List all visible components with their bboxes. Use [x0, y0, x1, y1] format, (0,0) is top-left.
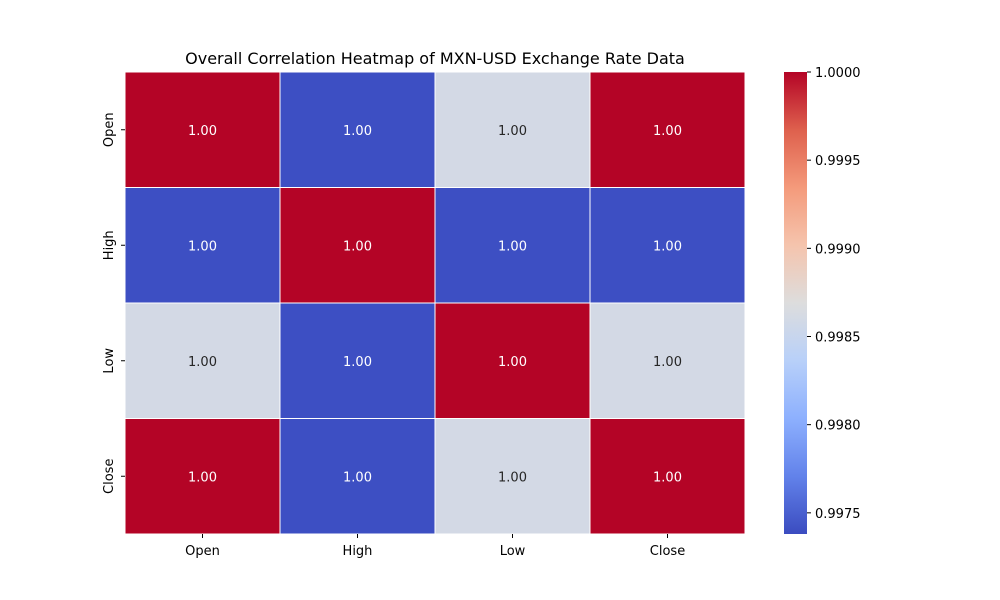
colorbar-tick-label: 0.9990: [815, 242, 861, 257]
heatmap-cell: [124, 418, 281, 535]
cell-value-label: 1.00: [188, 124, 217, 139]
colorbar-tick-label: 0.9985: [815, 331, 861, 346]
cell-value-label: 1.00: [188, 470, 217, 485]
colorbar-tick-label: 0.9975: [815, 507, 861, 522]
x-tick-label: Open: [185, 544, 220, 559]
y-tick-label: Close: [102, 459, 117, 494]
y-axis: Open High Low Close: [102, 112, 125, 494]
cell-value-label: 1.00: [653, 355, 682, 370]
cell-value-label: 1.00: [188, 355, 217, 370]
cell-value-label: 1.00: [188, 239, 217, 254]
heatmap-cell: [589, 187, 746, 304]
heatmap-cell: [279, 302, 436, 419]
heatmap-cell: [279, 71, 436, 188]
colorbar-tick-label: 0.9980: [815, 419, 861, 434]
heatmap-cell: [124, 71, 281, 188]
heatmap-cell: [434, 71, 591, 188]
cell-value-label: 1.00: [653, 124, 682, 139]
heatmap-grid: 1.00 1.00 1.00 1.00 1.00 1.00 1.00 1.00 1.00 1.00…: [124, 71, 746, 535]
cell-value-label: 1.00: [343, 239, 372, 254]
cell-value-label: 1.00: [343, 124, 372, 139]
cell-value-label: 1.00: [653, 239, 682, 254]
heatmap-cell: [279, 187, 436, 304]
y-tick-label: Low: [102, 348, 117, 374]
cell-value-label: 1.00: [498, 355, 527, 370]
heatmap-cell: [124, 187, 281, 304]
heatmap-cell: [434, 418, 591, 535]
y-tick-label: Open: [102, 112, 117, 147]
heatmap-cell: [589, 302, 746, 419]
cell-value-label: 1.00: [498, 239, 527, 254]
heatmap-cell: [589, 71, 746, 188]
x-tick-label: Close: [650, 544, 685, 559]
cell-value-label: 1.00: [343, 355, 372, 370]
x-tick-label: Low: [500, 544, 526, 559]
colorbar-gradient: [784, 72, 807, 534]
colorbar-tick-label: 1.0000: [815, 66, 861, 81]
cell-value-label: 1.00: [498, 124, 527, 139]
y-tick-label: High: [102, 230, 117, 260]
colorbar: 0.9975 0.9980 0.9985 0.9990 0.9995 1.0000: [784, 66, 861, 534]
colorbar-tick-label: 0.9995: [815, 154, 861, 169]
chart-title: Overall Correlation Heatmap of MXN-USD E…: [185, 49, 685, 68]
x-tick-label: High: [343, 544, 373, 559]
heatmap-cell: [589, 418, 746, 535]
cell-value-label: 1.00: [653, 470, 682, 485]
x-axis: Open High Low Close: [185, 534, 685, 559]
cell-value-label: 1.00: [343, 470, 372, 485]
cell-value-label: 1.00: [498, 470, 527, 485]
heatmap-cell: [279, 418, 436, 535]
